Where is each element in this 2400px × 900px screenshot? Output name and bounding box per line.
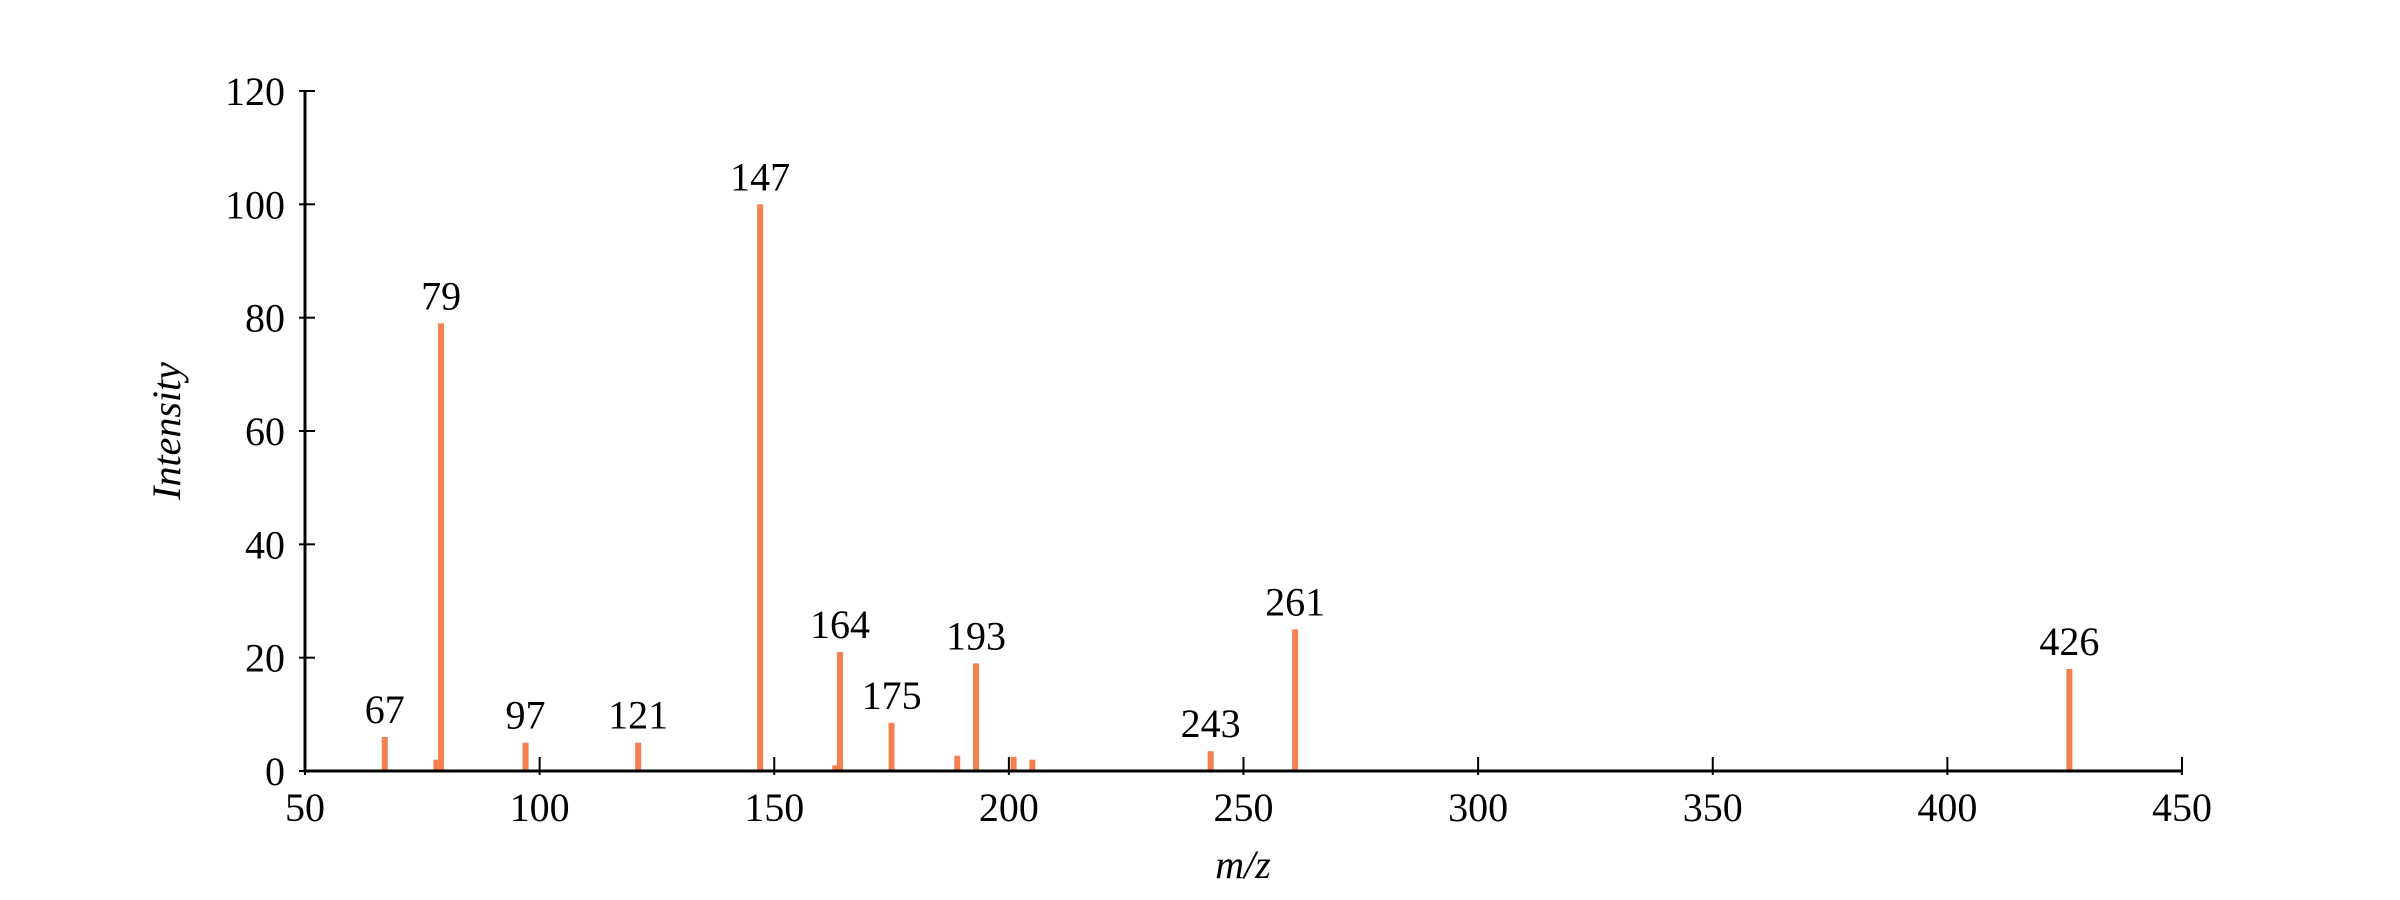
peak — [438, 323, 445, 771]
peak — [381, 737, 388, 771]
peak-label: 79 — [421, 273, 461, 318]
x-tick-label: 450 — [2152, 785, 2212, 830]
x-tick-label: 50 — [285, 785, 325, 830]
y-tick-label: 80 — [245, 296, 285, 341]
peak — [757, 204, 764, 772]
peak-label: 426 — [2039, 619, 2099, 664]
x-tick-label: 200 — [979, 785, 1039, 830]
peak — [1010, 756, 1017, 771]
peak-label: 243 — [1181, 701, 1241, 746]
peak — [1292, 629, 1299, 771]
peak — [888, 722, 895, 771]
peak — [1207, 751, 1214, 771]
peak-label: 121 — [608, 693, 668, 738]
x-tick-label: 400 — [1917, 785, 1977, 830]
peak — [1029, 759, 1036, 771]
y-tick-label: 100 — [225, 182, 285, 227]
peak-label: 67 — [365, 687, 405, 732]
peak — [433, 759, 440, 771]
peak — [635, 742, 642, 771]
y-tick-label: 40 — [245, 522, 285, 567]
peak — [973, 663, 980, 771]
x-axis-label: m/z — [1215, 842, 1271, 887]
peak — [2066, 669, 2073, 771]
peak-label: 97 — [506, 693, 546, 738]
x-tick-label: 350 — [1683, 785, 1743, 830]
peak-label: 147 — [730, 154, 790, 199]
y-tick-label: 20 — [245, 636, 285, 681]
y-tick-label: 0 — [265, 749, 285, 794]
x-tick-label: 300 — [1448, 785, 1508, 830]
peak — [832, 765, 839, 771]
y-tick-label: 120 — [225, 69, 285, 114]
x-tick-label: 150 — [744, 785, 804, 830]
peak-label: 261 — [1265, 579, 1325, 624]
y-axis-label: Intensity — [144, 362, 189, 501]
peak — [954, 755, 961, 771]
peak — [836, 652, 843, 771]
x-tick-label: 100 — [510, 785, 570, 830]
peak-label: 175 — [862, 673, 922, 718]
x-tick-label: 250 — [1214, 785, 1274, 830]
y-tick-label: 60 — [245, 409, 285, 454]
peak-label: 193 — [946, 613, 1006, 658]
peak — [522, 742, 529, 771]
peak-label: 164 — [810, 602, 870, 647]
